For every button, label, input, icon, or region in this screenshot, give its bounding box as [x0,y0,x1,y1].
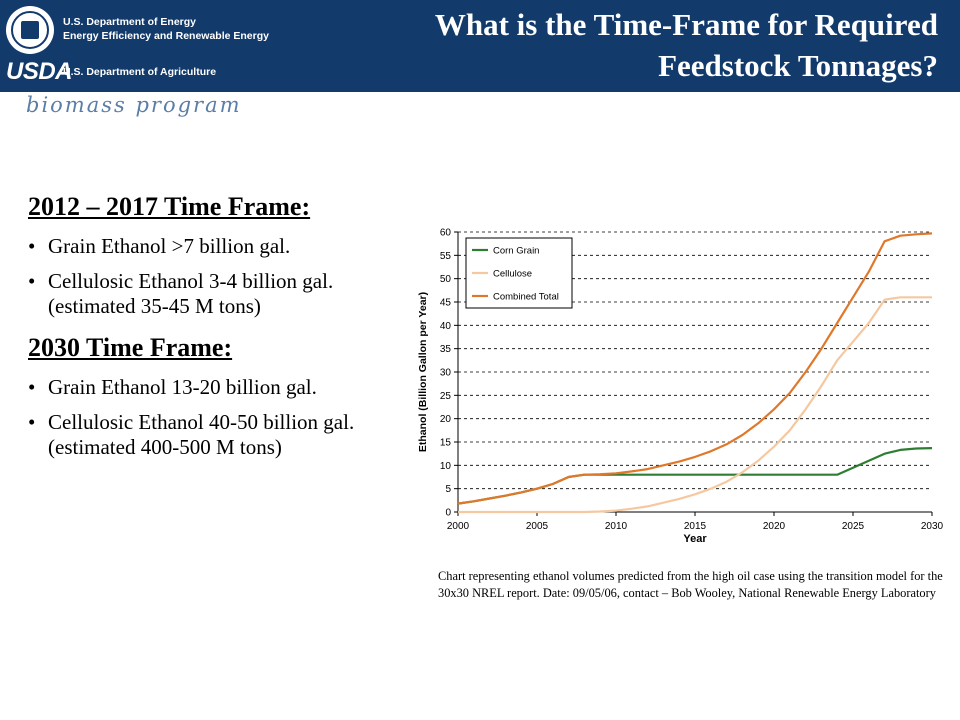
y-tick-label: 20 [440,414,452,425]
program-logo: biomass program [26,93,242,117]
section-title-2012: 2012 – 2017 Time Frame: [28,192,311,221]
section-title-2030: 2030 Time Frame: [28,333,233,362]
x-tick-label: 2015 [684,521,707,532]
y-tick-label: 5 [445,484,451,495]
y-tick-label: 35 [440,344,452,355]
bullet-text: Grain Ethanol >7 billion gal. [48,234,291,258]
legend-label: Combined Total [493,292,559,303]
series-line-cellulose [458,296,932,514]
x-tick-label: 2005 [526,521,549,532]
y-tick-label: 50 [440,274,452,285]
title-line-2: Feedstock Tonnages? [658,48,938,83]
bullet-icon: • [28,410,36,434]
bullet-item: • Grain Ethanol >7 billion gal. [28,234,418,259]
y-tick-label: 55 [440,251,452,262]
title-line-1: What is the Time-Frame for Required [434,7,938,42]
y-tick-label: 40 [440,321,452,332]
doe-name: U.S. Department of Energy [63,16,197,28]
x-tick-label: 2010 [605,521,628,532]
bullet-icon: • [28,269,36,293]
y-tick-label: 30 [440,368,452,379]
x-tick-label: 2025 [842,521,865,532]
bullet-item: • Grain Ethanol 13-20 billion gal. [28,375,418,400]
x-axis-title: Year [683,533,707,545]
usda-name: U.S. Department of Agriculture [63,66,217,78]
y-tick-label: 25 [440,391,452,402]
page-title: What is the Time-Frame for Required Feed… [298,4,938,86]
text-panel: 2012 – 2017 Time Frame: • Grain Ethanol >… [28,192,418,470]
usda-logo: USDA [6,58,73,85]
series-line-combined-total [457,232,933,505]
bullet-item: • Cellulosic Ethanol 40-50 billion gal. (… [28,410,418,460]
x-tick-label: 2000 [447,521,470,532]
header-banner: U.S. Department of Energy Energy Efficie… [0,0,960,92]
bullet-item: • Cellulosic Ethanol 3-4 billion gal. (es… [28,269,418,319]
bullet-text: Cellulosic Ethanol 3-4 billion gal. (est… [48,269,334,318]
eere-name: Energy Efficiency and Renewable Energy [63,30,269,42]
bullet-icon: • [28,375,36,399]
y-axis-title: Ethanol (Billion Gallon per Year) [417,292,429,452]
y-tick-label: 45 [440,298,452,309]
doe-seal-icon [6,6,54,54]
y-tick-label: 60 [440,228,452,239]
y-tick-label: 10 [440,461,452,472]
bullet-text: Grain Ethanol 13-20 billion gal. [48,375,317,399]
y-tick-label: 0 [445,508,451,519]
chart-caption: Chart representing ethanol volumes predi… [438,569,943,600]
bullet-text: Cellulosic Ethanol 40-50 billion gal. (e… [48,410,355,459]
legend-label: Cellulose [493,269,532,280]
x-tick-label: 2020 [763,521,786,532]
legend-label: Corn Grain [493,246,539,257]
y-tick-label: 15 [440,438,452,449]
x-tick-label: 2030 [921,521,944,532]
bullet-icon: • [28,234,36,258]
